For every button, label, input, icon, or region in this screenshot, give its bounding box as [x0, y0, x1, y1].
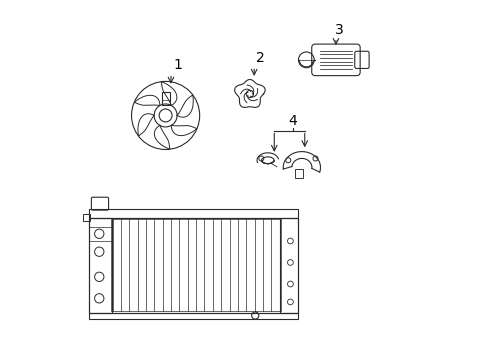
- Text: 2: 2: [256, 51, 264, 65]
- Bar: [88, 209, 298, 218]
- Bar: [88, 313, 298, 319]
- Text: 3: 3: [334, 23, 343, 37]
- Text: 4: 4: [288, 114, 297, 128]
- Bar: [110, 220, 281, 311]
- Text: 1: 1: [173, 58, 182, 72]
- Bar: [295, 169, 302, 178]
- Bar: [162, 92, 169, 105]
- Bar: [83, 214, 89, 221]
